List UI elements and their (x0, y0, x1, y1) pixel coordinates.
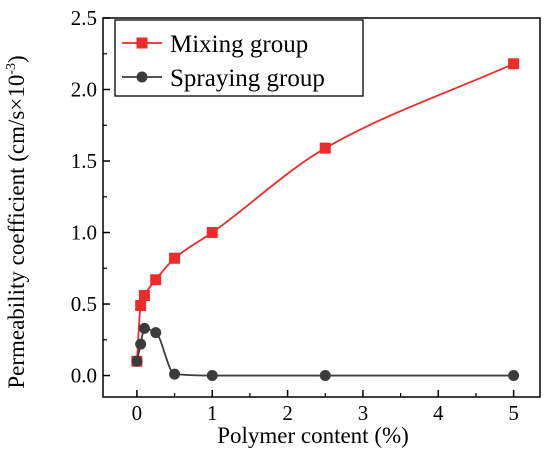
x-tick-label: 4 (433, 401, 444, 425)
y-tick-label: 1.0 (71, 221, 97, 245)
data-point-circle (169, 368, 181, 380)
data-point-square (206, 227, 218, 239)
plot-frame (102, 17, 541, 398)
data-point-circle (131, 355, 143, 367)
series-line (136, 62, 514, 362)
y-tick-label: 1.5 (71, 149, 97, 173)
y-tick-label: 2.0 (71, 78, 97, 102)
y-axis-title-superscript: -3 (4, 63, 19, 75)
y-axis: 0.0 0.5 1.0 1.5 2.0 2.5 (71, 6, 110, 388)
data-point-circle (150, 327, 162, 339)
y-axis-title: Permeability coefficient (cm/s×10-3) (4, 55, 29, 388)
x-tick-label: 0 (132, 401, 143, 425)
legend: Mixing group Spraying group (114, 19, 364, 97)
y-tick-label: 2.5 (71, 6, 97, 30)
x-tick-label: 3 (358, 401, 369, 425)
x-axis: 0 1 2 3 4 5 (132, 390, 519, 425)
series-1 (131, 322, 520, 382)
data-point-square (135, 299, 147, 311)
data-point-circle (138, 322, 150, 334)
y-axis-title-main: Permeability coefficient (cm/s×10 (4, 75, 29, 389)
legend-marker-circle (136, 71, 148, 83)
data-point-square (508, 58, 520, 70)
legend-marker-square (136, 37, 148, 49)
series-layer (131, 58, 520, 382)
data-point-circle (206, 370, 218, 382)
data-point-circle (135, 338, 147, 350)
y-tick-label: 0.0 (71, 364, 97, 388)
legend-box (114, 19, 364, 97)
legend-label: Mixing group (170, 31, 308, 58)
series-0 (131, 58, 520, 367)
y-tick-label: 0.5 (71, 292, 97, 316)
data-point-square (319, 142, 331, 154)
data-point-square (169, 252, 181, 264)
plot-border (102, 17, 541, 398)
x-axis-title: Polymer content (%) (217, 423, 409, 448)
x-tick-label: 2 (282, 401, 293, 425)
x-tick-label: 5 (508, 401, 519, 425)
data-point-square (138, 289, 150, 301)
data-point-circle (319, 370, 331, 382)
data-point-square (150, 274, 162, 286)
legend-label: Spraying group (170, 65, 325, 92)
series-line (136, 327, 514, 377)
y-axis-title-close: ) (4, 55, 29, 63)
x-tick-label: 1 (207, 401, 218, 425)
data-point-circle (508, 370, 520, 382)
